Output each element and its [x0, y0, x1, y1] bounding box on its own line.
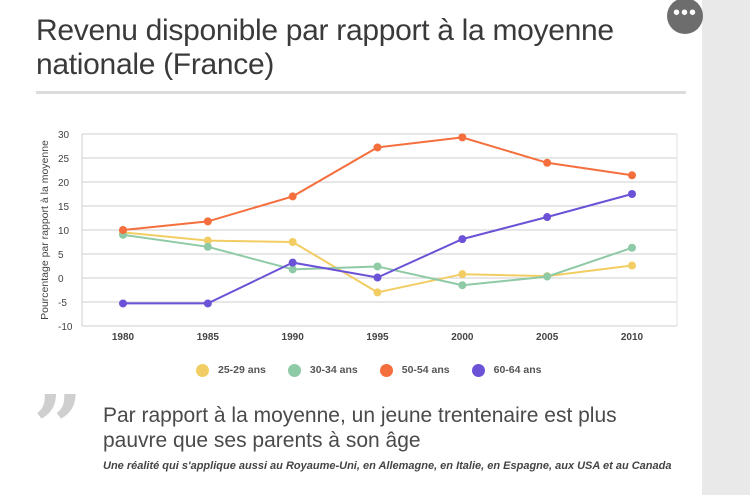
- x-tick-label: 2010: [621, 332, 644, 343]
- data-point: [458, 281, 467, 290]
- y-tick-label: 20: [58, 178, 70, 189]
- data-point: [203, 236, 212, 245]
- legend-marker-icon: [379, 363, 393, 377]
- y-axis-label: Pourcentage par rapport à la moyenne: [39, 140, 51, 320]
- legend-marker-icon: [471, 363, 485, 377]
- y-tick-label: 25: [58, 154, 70, 165]
- data-point: [373, 288, 382, 297]
- y-tick-label: -10: [58, 322, 73, 333]
- y-tick-label: 15: [58, 202, 70, 213]
- x-tick-label: 1985: [197, 332, 220, 343]
- data-point: [373, 273, 382, 282]
- data-point: [288, 238, 297, 246]
- chart-card: Revenu disponible par rapport à la moyen…: [0, 0, 703, 495]
- data-point: [543, 158, 552, 167]
- data-point: [288, 265, 297, 274]
- y-tick-label: -5: [58, 298, 67, 309]
- legend-marker-icon: [196, 363, 209, 377]
- data-point: [543, 213, 552, 222]
- data-point: [288, 258, 297, 267]
- data-point: [119, 226, 127, 234]
- data-point: [288, 192, 297, 201]
- data-point: [628, 261, 636, 270]
- legend-item: 50-54 ans: [379, 363, 450, 377]
- legend-label: 50-54 ans: [401, 364, 450, 376]
- y-axis-title: Pourcentage par rapport à la moyenne: [39, 140, 51, 320]
- data-point: [203, 217, 212, 226]
- pull-quote-subtext: Une réalité qui s'applique aussi au Roya…: [103, 460, 672, 472]
- data-point: [119, 299, 127, 308]
- title-divider: [36, 91, 686, 94]
- x-tick-label: 2000: [451, 332, 474, 343]
- x-tick-label: 1995: [366, 332, 389, 343]
- y-tick-label: 10: [58, 226, 70, 237]
- line-chart: Pourcentage par rapport à la moyenne 30 2…: [39, 130, 678, 343]
- data-point: [458, 235, 467, 244]
- chart-grid: [81, 133, 678, 327]
- series-line: [122, 231, 633, 294]
- y-tick-labels: 30 25 20 15 10 5 0 -5 -10: [58, 130, 73, 333]
- data-point: [203, 242, 212, 251]
- pull-quote: Par rapport à la moyenne, un jeune trent…: [103, 404, 617, 452]
- x-tick-label: 2005: [536, 332, 559, 343]
- quote-mark-icon: ”: [33, 377, 83, 478]
- chart-title: Revenu disponible par rapport à la moyen…: [36, 14, 614, 81]
- x-tick-label: 1980: [112, 332, 135, 343]
- legend-marker-icon: [287, 363, 301, 377]
- data-point: [458, 270, 467, 279]
- data-point: [373, 262, 382, 271]
- y-tick-label: 30: [58, 130, 70, 141]
- series-points: [119, 133, 636, 308]
- legend-label: 60-64 ans: [493, 364, 542, 376]
- data-point: [203, 299, 212, 308]
- legend-item: 25-29 ans: [196, 363, 266, 377]
- series-line: [123, 193, 633, 305]
- legend-item: 30-34 ans: [287, 363, 358, 377]
- data-point: [373, 143, 382, 152]
- more-options-button[interactable]: •••: [667, 0, 703, 34]
- data-point: [458, 133, 467, 142]
- data-point: [543, 272, 552, 281]
- data-point: [628, 171, 636, 180]
- legend-item: 60-64 ans: [471, 363, 542, 377]
- chart-legend: 25-29 ans 30-34 ans 50-54 ans 60-64 ans: [196, 361, 564, 379]
- legend-label: 30-34 ans: [309, 364, 358, 376]
- x-tick-label: 1990: [282, 332, 305, 343]
- data-point: [628, 190, 636, 198]
- y-tick-label: 5: [58, 250, 64, 261]
- x-tick-labels: 1980 1985 1990 1995 2000 2005 2010: [112, 332, 644, 343]
- legend-label: 25-29 ans: [218, 364, 266, 376]
- y-tick-label: 0: [58, 274, 64, 285]
- data-point: [628, 243, 636, 252]
